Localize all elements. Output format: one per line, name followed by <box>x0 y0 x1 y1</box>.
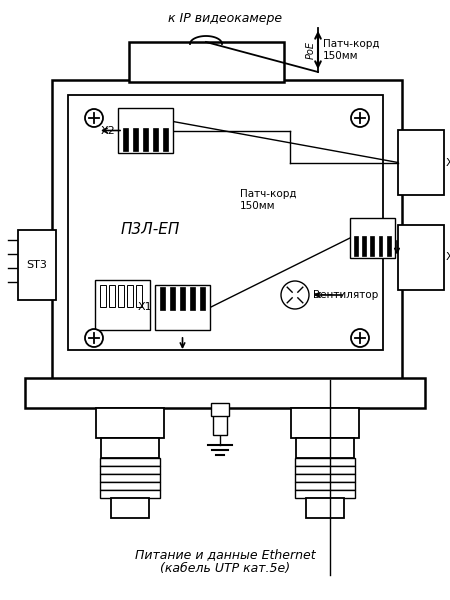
Bar <box>398 225 444 290</box>
Bar <box>370 236 374 256</box>
Bar <box>213 415 227 435</box>
Bar <box>100 474 160 482</box>
Bar <box>190 287 194 310</box>
Bar <box>211 403 229 416</box>
Circle shape <box>351 109 369 127</box>
Bar <box>163 128 167 151</box>
Circle shape <box>85 329 103 347</box>
Bar <box>180 287 184 310</box>
Bar <box>291 408 359 438</box>
Bar <box>398 130 444 195</box>
Bar <box>52 80 402 380</box>
Bar <box>350 218 395 258</box>
Bar <box>101 438 159 458</box>
Bar <box>295 466 355 474</box>
Bar <box>100 285 106 307</box>
Bar <box>118 285 124 307</box>
Bar <box>295 474 355 482</box>
Bar <box>96 408 164 438</box>
Text: PoE: PoE <box>306 41 316 59</box>
Bar <box>155 285 210 330</box>
Text: (кабель UTP кат.5e): (кабель UTP кат.5e) <box>160 562 290 575</box>
Bar <box>153 128 157 151</box>
Bar <box>118 108 173 153</box>
Text: ST3: ST3 <box>27 260 47 270</box>
Bar <box>68 95 383 350</box>
Bar <box>129 42 284 82</box>
Text: X2: X2 <box>100 125 115 136</box>
Text: Питание и данные Ethernet: Питание и данные Ethernet <box>135 548 315 561</box>
Bar <box>100 458 160 466</box>
Bar <box>95 280 150 330</box>
Text: X1: X1 <box>137 302 152 313</box>
Bar <box>18 230 56 300</box>
Bar <box>362 236 366 256</box>
Bar <box>170 287 175 310</box>
Bar <box>25 378 425 408</box>
Text: П3Л-ЕП: П3Л-ЕП <box>120 223 180 238</box>
Bar <box>296 438 354 458</box>
Text: Вентилятор: Вентилятор <box>313 290 378 300</box>
Bar <box>109 285 115 307</box>
Bar <box>100 466 160 474</box>
Text: к IP видеокамере: к IP видеокамере <box>168 12 282 25</box>
Bar <box>123 128 127 151</box>
Bar <box>111 498 149 518</box>
Circle shape <box>351 329 369 347</box>
Bar <box>354 236 358 256</box>
Bar <box>127 285 133 307</box>
Bar <box>295 458 355 466</box>
Bar <box>143 128 148 151</box>
Bar <box>306 498 344 518</box>
Bar <box>136 285 142 307</box>
Bar <box>295 482 355 490</box>
Text: Патч-корд
150мм: Патч-корд 150мм <box>240 189 297 211</box>
Bar <box>133 128 138 151</box>
Bar <box>160 287 165 310</box>
Bar <box>378 236 382 256</box>
Bar <box>200 287 204 310</box>
Bar <box>100 482 160 490</box>
Text: X2: X2 <box>446 157 450 167</box>
Bar <box>100 490 160 498</box>
Circle shape <box>281 281 309 309</box>
Text: Патч-корд
150мм: Патч-корд 150мм <box>323 39 379 61</box>
Circle shape <box>85 109 103 127</box>
Bar <box>295 490 355 498</box>
Text: X1: X1 <box>446 253 450 263</box>
Bar <box>387 236 391 256</box>
